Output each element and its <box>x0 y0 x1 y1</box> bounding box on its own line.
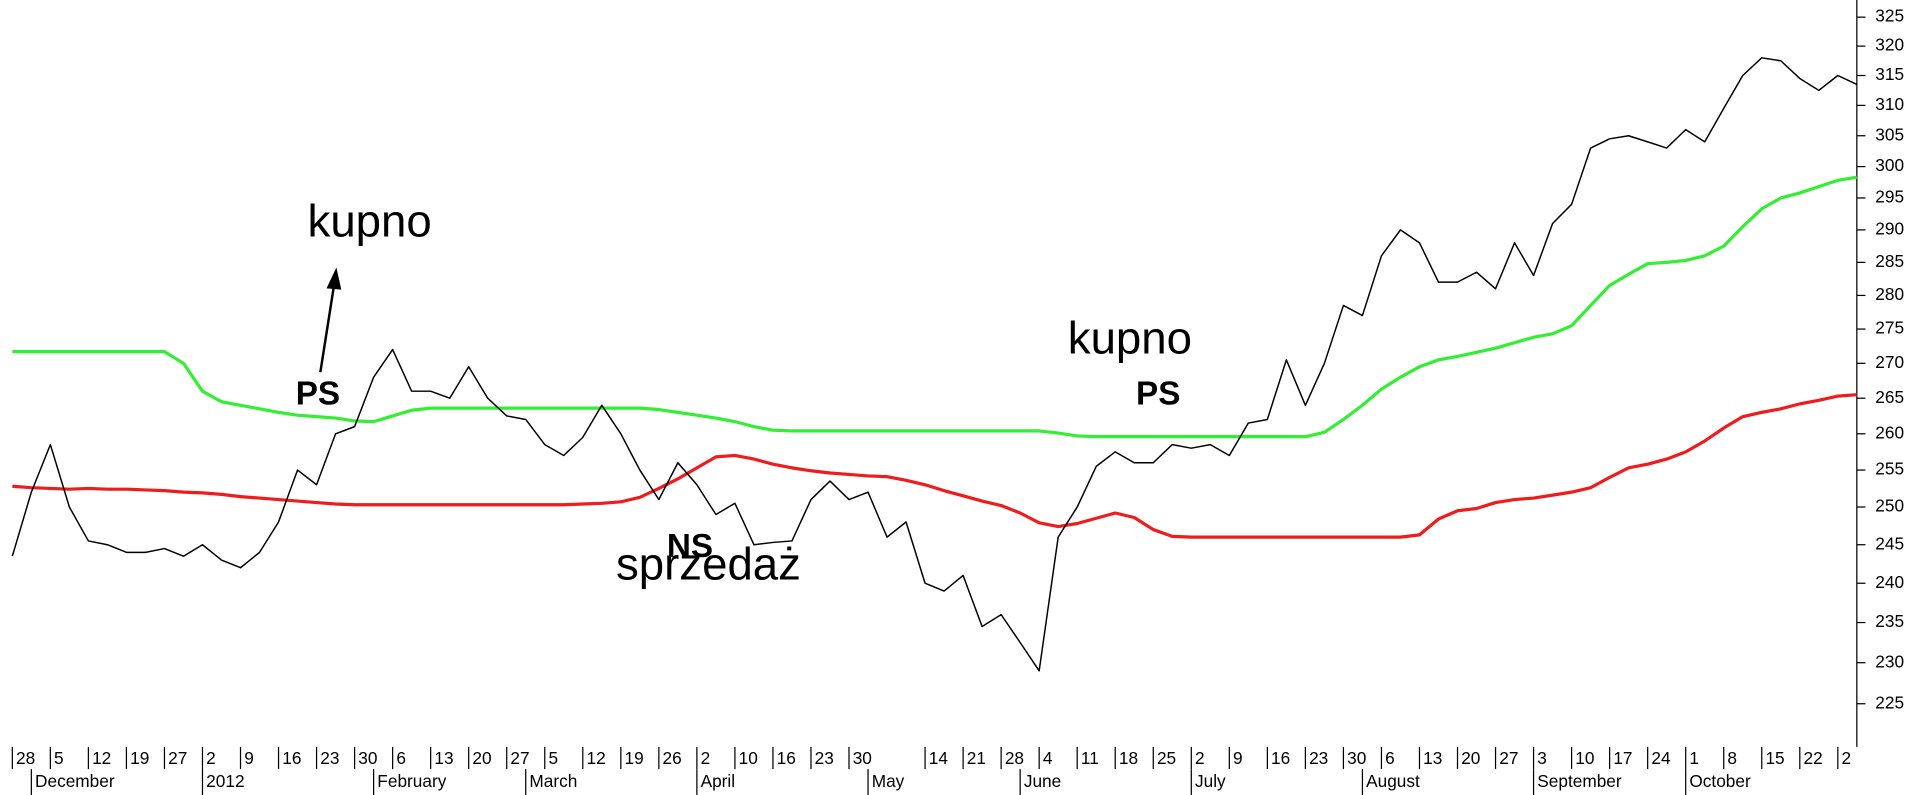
plot <box>11 57 1858 672</box>
x-tick-label: 19 <box>625 748 644 768</box>
series-line <box>12 393 1857 539</box>
arrow-head <box>326 267 342 290</box>
x-tick-label: 30 <box>358 748 377 768</box>
x-tick-label: 26 <box>663 748 682 768</box>
x-tick-label: 2 <box>1195 748 1205 768</box>
x-tick-label: 19 <box>130 748 149 768</box>
x-tick-label: 16 <box>282 748 301 768</box>
series-line <box>11 57 1858 672</box>
x-tick-label: 15 <box>1765 748 1784 768</box>
y-tick-label: 295 <box>1875 187 1904 207</box>
x-tick-label: 18 <box>1119 748 1138 768</box>
month-label: July <box>1195 771 1226 791</box>
x-tick-label: 27 <box>1499 748 1518 768</box>
x-tick-label: 14 <box>929 748 949 768</box>
y-tick-label: 250 <box>1875 496 1904 516</box>
x-tick-label: 8 <box>1727 748 1737 768</box>
month-label: December <box>35 771 115 791</box>
month-label: May <box>872 771 905 791</box>
x-tick-label: 13 <box>434 748 453 768</box>
x-tick-label: 28 <box>1005 748 1024 768</box>
y-tick-label: 270 <box>1875 352 1904 372</box>
y-tick-label: 280 <box>1875 284 1904 304</box>
x-tick-label: 17 <box>1613 748 1632 768</box>
y-tick-label: 240 <box>1875 572 1904 592</box>
x-tick-label: 9 <box>1233 748 1243 768</box>
y-tick-label: 305 <box>1875 124 1904 144</box>
x-tick-label: 10 <box>739 748 758 768</box>
annotation: kupno <box>308 196 432 247</box>
y-tick-label: 235 <box>1875 611 1904 631</box>
x-tick-label: 22 <box>1803 748 1822 768</box>
month-label: October <box>1689 771 1751 791</box>
y-tick-label: 290 <box>1875 218 1904 238</box>
x-tick-label: 5 <box>548 748 558 768</box>
arrow <box>319 285 336 373</box>
axes: 2252302352402452502552602652702752802852… <box>11 6 1904 795</box>
y-tick-label: 265 <box>1875 387 1904 407</box>
x-tick-label: 23 <box>1309 748 1328 768</box>
x-tick-label: 2 <box>1842 748 1852 768</box>
x-tick-label: 28 <box>16 748 35 768</box>
annotation: PS <box>296 375 340 412</box>
month-label: June <box>1024 771 1061 791</box>
x-tick-label: 12 <box>586 748 605 768</box>
y-tick-label: 225 <box>1875 692 1904 712</box>
x-tick-label: 27 <box>168 748 187 768</box>
x-tick-label: 6 <box>396 748 406 768</box>
annotation: sprzedaż <box>616 538 801 589</box>
month-label: February <box>377 771 446 791</box>
x-tick-label: 23 <box>320 748 339 768</box>
x-tick-label: 24 <box>1651 748 1671 768</box>
x-tick-label: 4 <box>1043 748 1053 768</box>
y-tick-label: 245 <box>1875 533 1904 553</box>
x-tick-label: 2 <box>206 748 216 768</box>
x-tick-label: 27 <box>510 748 529 768</box>
y-tick-label: 230 <box>1875 651 1904 671</box>
y-tick-label: 320 <box>1875 35 1904 55</box>
x-tick-label: 30 <box>1347 748 1366 768</box>
x-tick-label: 6 <box>1385 748 1395 768</box>
x-tick-label: 3 <box>1537 748 1547 768</box>
month-label: August <box>1366 771 1420 791</box>
x-tick-label: 11 <box>1081 748 1099 768</box>
y-tick-label: 275 <box>1875 318 1904 338</box>
x-tick-label: 5 <box>54 748 64 768</box>
x-tick-label: 16 <box>1271 748 1290 768</box>
x-tick-label: 20 <box>1461 748 1480 768</box>
x-tick-label: 1 <box>1689 748 1699 768</box>
x-tick-label: 2 <box>701 748 711 768</box>
x-tick-label: 13 <box>1423 748 1442 768</box>
y-tick-label: 260 <box>1875 422 1904 442</box>
month-label: April <box>701 771 736 791</box>
y-tick-label: 255 <box>1875 459 1904 479</box>
month-label: September <box>1537 771 1622 791</box>
x-tick-label: 25 <box>1157 748 1176 768</box>
annotation: PS <box>1136 375 1180 412</box>
y-tick-label: 315 <box>1875 64 1904 84</box>
x-tick-label: 16 <box>777 748 796 768</box>
x-tick-label: 20 <box>472 748 491 768</box>
y-tick-label: 300 <box>1875 155 1904 175</box>
annotation: NS <box>667 528 713 565</box>
y-tick-label: 325 <box>1875 6 1904 26</box>
y-tick-label: 285 <box>1875 251 1904 271</box>
x-tick-label: 21 <box>967 748 986 768</box>
x-tick-label: 9 <box>244 748 254 768</box>
x-tick-label: 12 <box>92 748 111 768</box>
month-label: 2012 <box>206 771 244 791</box>
x-tick-label: 10 <box>1575 748 1594 768</box>
month-label: March <box>529 771 577 791</box>
annotation: kupno <box>1068 313 1192 364</box>
series-line <box>12 175 1858 439</box>
x-tick-label: 23 <box>815 748 834 768</box>
x-tick-label: 30 <box>853 748 872 768</box>
y-tick-label: 310 <box>1875 94 1904 114</box>
